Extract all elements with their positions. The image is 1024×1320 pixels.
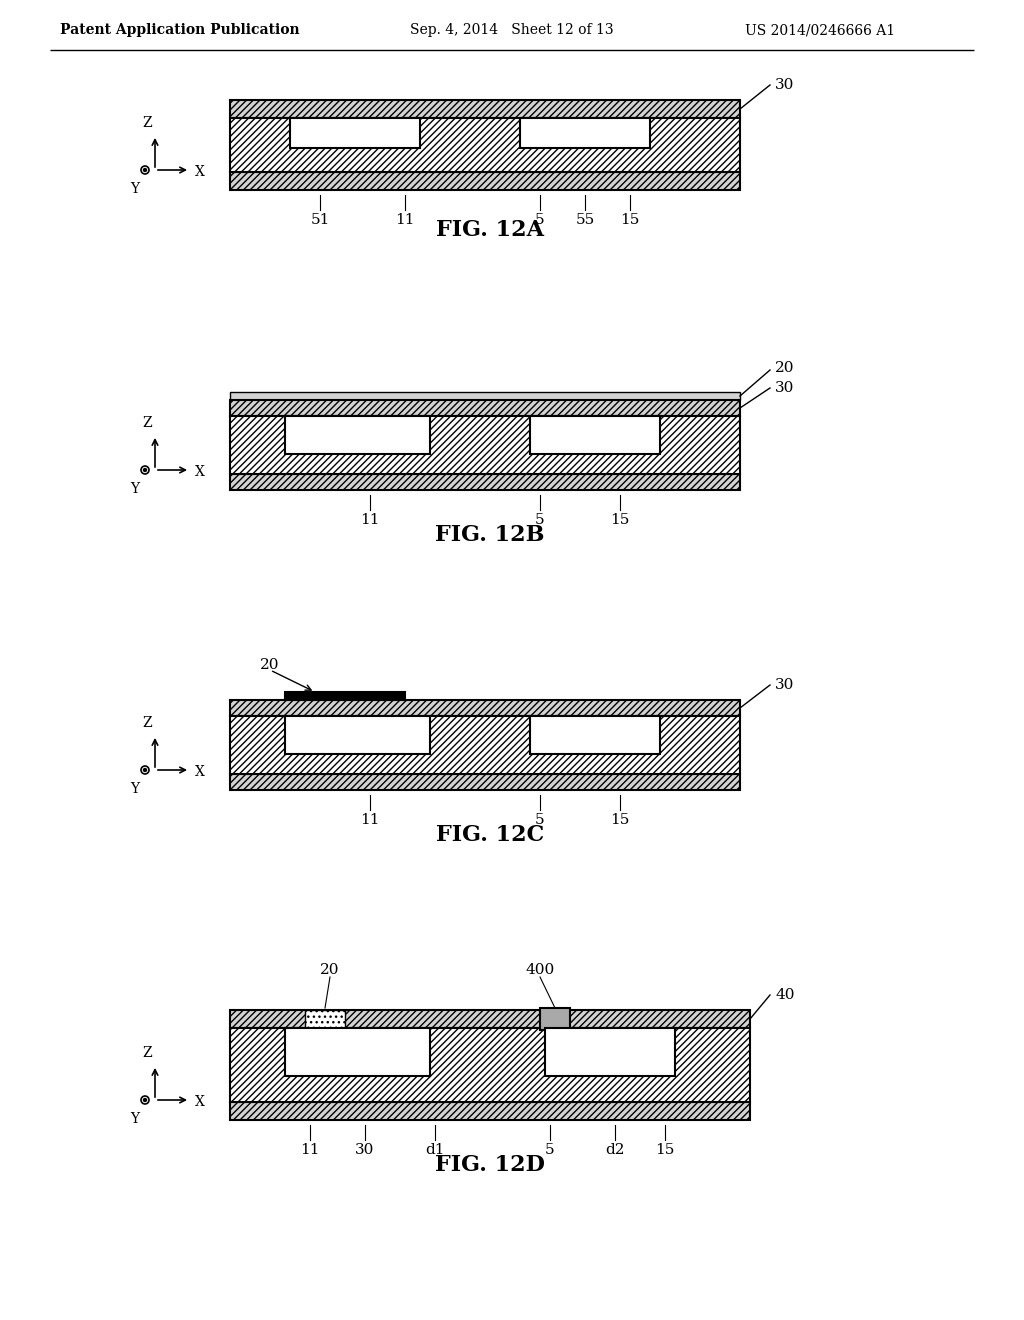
- Text: Y: Y: [130, 482, 139, 496]
- Text: 5: 5: [545, 1143, 555, 1158]
- Bar: [520, 117, 650, 148]
- Text: FIG. 12C: FIG. 12C: [436, 824, 544, 846]
- Bar: [285, 715, 430, 754]
- Text: 20: 20: [775, 360, 795, 375]
- Bar: [285, 416, 430, 454]
- Bar: [230, 100, 740, 117]
- Text: 30: 30: [775, 678, 795, 692]
- Text: 30: 30: [355, 1143, 375, 1158]
- Bar: [305, 1010, 345, 1028]
- Text: X: X: [195, 465, 205, 479]
- Bar: [285, 1028, 430, 1076]
- Text: 51: 51: [310, 213, 330, 227]
- Text: Y: Y: [130, 182, 139, 195]
- Text: 40: 40: [775, 987, 795, 1002]
- Bar: [530, 416, 660, 454]
- Text: 11: 11: [300, 1143, 319, 1158]
- Text: 15: 15: [655, 1143, 675, 1158]
- Text: X: X: [195, 1096, 205, 1109]
- Text: 30: 30: [775, 381, 795, 395]
- Text: Y: Y: [130, 1111, 139, 1126]
- Text: FIG. 12A: FIG. 12A: [436, 219, 544, 242]
- Bar: [230, 1028, 750, 1102]
- Bar: [230, 1010, 750, 1028]
- Circle shape: [143, 169, 146, 172]
- Bar: [230, 774, 740, 789]
- Bar: [285, 692, 406, 700]
- Text: 20: 20: [321, 964, 340, 977]
- Bar: [230, 715, 740, 774]
- Bar: [230, 474, 740, 490]
- Text: FIG. 12D: FIG. 12D: [435, 1154, 545, 1176]
- Text: Y: Y: [130, 781, 139, 796]
- Text: FIG. 12B: FIG. 12B: [435, 524, 545, 546]
- Text: Z: Z: [142, 1045, 152, 1060]
- Text: 15: 15: [621, 213, 640, 227]
- Text: Z: Z: [142, 116, 152, 129]
- Bar: [230, 117, 740, 172]
- Text: X: X: [195, 165, 205, 180]
- Text: 15: 15: [610, 513, 630, 527]
- Text: 5: 5: [536, 513, 545, 527]
- Text: Z: Z: [142, 715, 152, 730]
- Bar: [230, 400, 740, 416]
- Bar: [530, 715, 660, 754]
- Bar: [290, 117, 420, 148]
- Text: Patent Application Publication: Patent Application Publication: [60, 22, 300, 37]
- Text: 11: 11: [360, 813, 380, 828]
- Text: US 2014/0246666 A1: US 2014/0246666 A1: [744, 22, 895, 37]
- Text: 15: 15: [610, 813, 630, 828]
- Circle shape: [143, 1098, 146, 1101]
- Text: X: X: [195, 766, 205, 779]
- Text: 5: 5: [536, 213, 545, 227]
- Text: 400: 400: [525, 964, 555, 977]
- Text: 20: 20: [260, 657, 280, 672]
- Bar: [230, 1102, 750, 1119]
- Bar: [230, 392, 740, 400]
- Bar: [540, 1008, 570, 1030]
- Text: Sep. 4, 2014   Sheet 12 of 13: Sep. 4, 2014 Sheet 12 of 13: [411, 22, 613, 37]
- Text: d1: d1: [425, 1143, 444, 1158]
- Bar: [230, 416, 740, 474]
- Bar: [230, 700, 740, 715]
- Text: 11: 11: [395, 213, 415, 227]
- Text: 11: 11: [360, 513, 380, 527]
- Bar: [230, 172, 740, 190]
- Text: d2: d2: [605, 1143, 625, 1158]
- Bar: [545, 1028, 675, 1076]
- Text: 30: 30: [775, 78, 795, 92]
- Text: Z: Z: [142, 416, 152, 430]
- Circle shape: [143, 469, 146, 471]
- Circle shape: [143, 768, 146, 771]
- Text: 5: 5: [536, 813, 545, 828]
- Text: 55: 55: [575, 213, 595, 227]
